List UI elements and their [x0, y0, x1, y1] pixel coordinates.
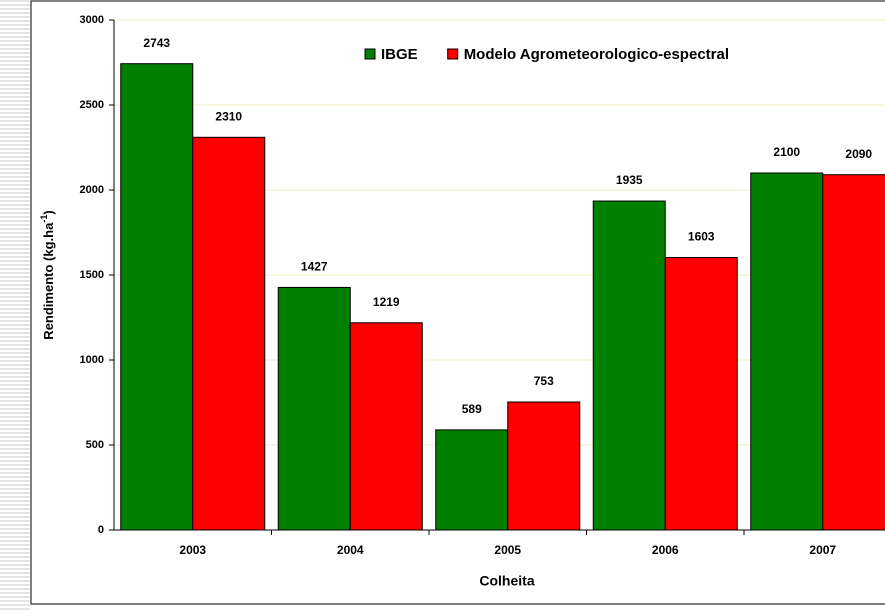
value-label: 1935 [616, 173, 643, 187]
value-label: 2743 [143, 36, 170, 50]
y-tick-label: 3000 [80, 14, 104, 26]
y-tick-label: 2000 [80, 184, 104, 196]
background-stripes [0, 0, 30, 610]
y-label-end: ) [41, 210, 56, 214]
value-label: 2310 [215, 109, 242, 123]
legend-label: Modelo Agrometeorologico-espectral [464, 46, 729, 63]
bar [592, 200, 666, 531]
value-label: 1219 [373, 295, 400, 309]
bar [277, 286, 351, 531]
x-tick-label: 2004 [337, 543, 364, 557]
legend-label: IBGE [381, 46, 418, 63]
x-axis-label: Colheita [479, 573, 534, 589]
value-label: 1427 [301, 260, 328, 274]
y-axis-label: Rendimento (kg.ha-1) [39, 210, 56, 339]
bar [664, 256, 738, 531]
y-tick-label: 1500 [80, 269, 104, 281]
bar [192, 136, 266, 531]
x-tick-label: 2003 [179, 543, 206, 557]
value-label: 2100 [773, 145, 800, 159]
legend-swatch [364, 48, 376, 60]
x-tick-label: 2006 [652, 543, 679, 557]
bar [822, 174, 885, 531]
y-tick-label: 0 [98, 524, 104, 536]
bar [349, 322, 423, 531]
value-label: 2090 [845, 147, 872, 161]
value-label: 589 [462, 402, 482, 416]
y-tick-label: 1000 [80, 354, 104, 366]
bar [507, 401, 581, 531]
y-tick-label: 2500 [80, 99, 104, 111]
x-tick-label: 2007 [809, 543, 836, 557]
value-label: 753 [534, 374, 554, 388]
bar [120, 63, 194, 531]
bar [435, 429, 509, 531]
legend-swatch [447, 48, 459, 60]
bar [750, 172, 824, 531]
y-tick-label: 500 [86, 439, 104, 451]
x-tick-label: 2005 [494, 543, 521, 557]
y-label-main: Rendimento (kg.ha [41, 222, 56, 340]
value-label: 1603 [688, 230, 715, 244]
y-label-sup: -1 [39, 215, 49, 223]
